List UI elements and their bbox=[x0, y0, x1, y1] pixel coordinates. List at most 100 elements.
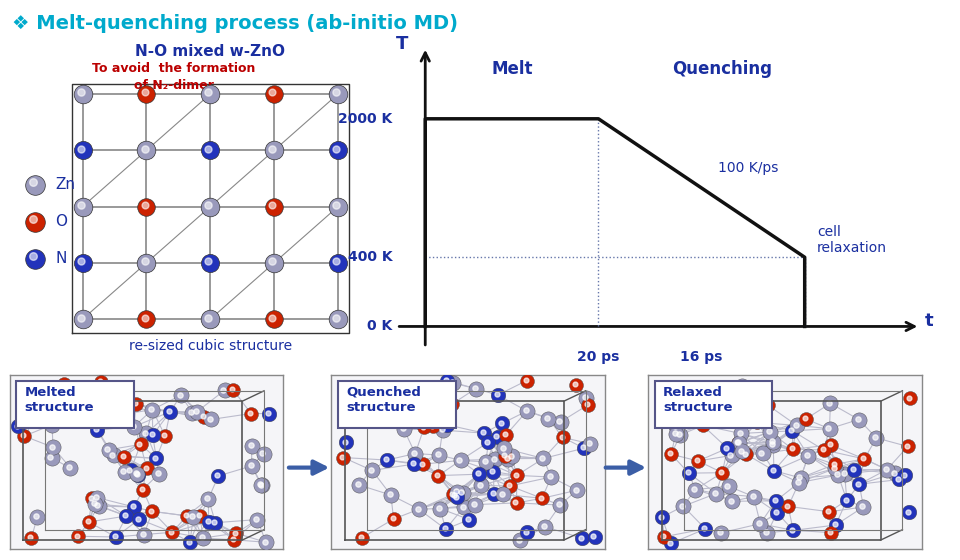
Point bbox=[73, 144, 88, 153]
Point bbox=[780, 501, 795, 510]
Point bbox=[161, 407, 177, 416]
Point bbox=[188, 407, 204, 416]
Point bbox=[494, 419, 510, 428]
Point bbox=[118, 511, 133, 520]
Point bbox=[444, 378, 460, 387]
Point bbox=[395, 424, 410, 433]
Point bbox=[568, 380, 584, 389]
Point bbox=[353, 533, 369, 542]
Point bbox=[745, 492, 760, 501]
Point bbox=[748, 403, 763, 412]
Point bbox=[180, 511, 195, 520]
Point bbox=[749, 404, 764, 413]
Point bbox=[119, 511, 134, 520]
Point bbox=[823, 399, 838, 408]
Point bbox=[217, 386, 232, 395]
Point bbox=[737, 449, 753, 458]
Point bbox=[265, 144, 280, 153]
Point bbox=[508, 470, 523, 479]
Point bbox=[194, 533, 209, 542]
Point bbox=[90, 501, 106, 510]
Point bbox=[768, 507, 783, 516]
Point bbox=[156, 431, 172, 440]
Point bbox=[518, 375, 534, 384]
Point bbox=[145, 405, 160, 414]
Point bbox=[850, 414, 865, 423]
Point bbox=[204, 415, 219, 424]
Point bbox=[512, 535, 527, 544]
Point bbox=[897, 470, 912, 479]
Point bbox=[394, 384, 409, 393]
Point bbox=[137, 144, 153, 153]
Point bbox=[470, 469, 486, 478]
Point bbox=[11, 422, 26, 431]
Point bbox=[243, 409, 258, 418]
Point bbox=[128, 469, 143, 478]
Text: O: O bbox=[56, 214, 67, 229]
Point bbox=[447, 491, 463, 500]
Point bbox=[766, 466, 781, 475]
Point bbox=[568, 485, 584, 494]
Point bbox=[446, 490, 462, 499]
Point bbox=[65, 409, 81, 418]
Point bbox=[901, 393, 917, 402]
Point bbox=[552, 417, 567, 426]
Point bbox=[798, 414, 813, 423]
Text: 100 K/ps: 100 K/ps bbox=[718, 161, 779, 175]
Point bbox=[456, 503, 471, 512]
Point bbox=[712, 528, 728, 536]
Point bbox=[475, 428, 491, 437]
Point bbox=[138, 90, 154, 99]
Point bbox=[438, 525, 453, 534]
Point bbox=[189, 407, 204, 416]
Text: To avoid  the formation: To avoid the formation bbox=[92, 62, 255, 75]
Point bbox=[116, 466, 132, 475]
Point bbox=[573, 533, 588, 542]
Point bbox=[490, 432, 505, 441]
Text: 20 ps: 20 ps bbox=[577, 351, 619, 365]
Text: 0 K: 0 K bbox=[367, 319, 393, 333]
Point bbox=[145, 431, 160, 440]
Point bbox=[679, 393, 694, 402]
Point bbox=[733, 446, 749, 455]
Point bbox=[839, 496, 854, 505]
Point bbox=[24, 533, 39, 542]
Point bbox=[732, 438, 747, 447]
Point bbox=[383, 491, 398, 500]
Point bbox=[535, 453, 550, 462]
Point bbox=[678, 392, 693, 401]
Point bbox=[468, 384, 483, 393]
Point bbox=[88, 492, 104, 501]
Point bbox=[453, 456, 468, 465]
Text: T: T bbox=[396, 35, 409, 53]
Point bbox=[267, 202, 282, 211]
Point bbox=[431, 471, 446, 480]
Point bbox=[44, 454, 60, 463]
Point bbox=[732, 428, 747, 437]
Point bbox=[206, 517, 222, 526]
Point bbox=[244, 461, 259, 470]
Point bbox=[495, 444, 511, 452]
Point bbox=[654, 513, 669, 522]
Point bbox=[404, 396, 420, 405]
Point bbox=[226, 385, 241, 394]
Point bbox=[203, 315, 218, 324]
Point bbox=[252, 479, 268, 488]
Point bbox=[783, 426, 799, 435]
Point bbox=[328, 313, 344, 322]
Point bbox=[729, 408, 744, 417]
Point bbox=[106, 412, 121, 421]
Point bbox=[731, 438, 746, 447]
Point bbox=[43, 453, 59, 462]
Point bbox=[836, 469, 852, 478]
Point bbox=[105, 404, 120, 413]
Point bbox=[138, 202, 154, 211]
Point bbox=[676, 502, 691, 511]
Point bbox=[64, 408, 80, 417]
Point bbox=[784, 444, 800, 453]
Point bbox=[675, 501, 690, 510]
Point bbox=[748, 417, 763, 426]
Point bbox=[406, 460, 421, 469]
Point bbox=[491, 390, 506, 399]
Point bbox=[790, 478, 805, 487]
